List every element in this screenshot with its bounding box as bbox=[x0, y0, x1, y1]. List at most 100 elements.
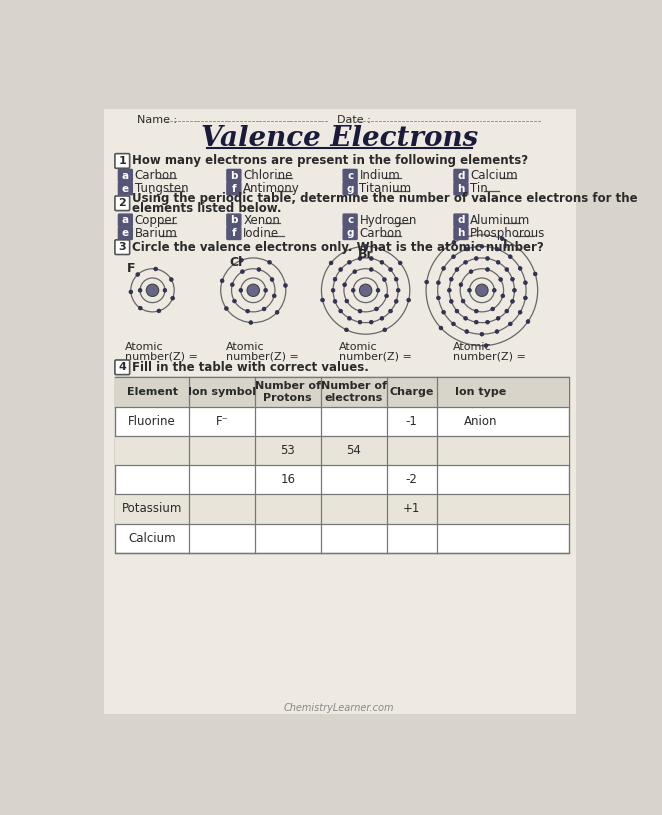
Circle shape bbox=[485, 267, 489, 271]
Circle shape bbox=[465, 247, 469, 251]
Circle shape bbox=[358, 309, 362, 313]
Circle shape bbox=[461, 299, 465, 303]
Text: c: c bbox=[347, 215, 354, 225]
FancyBboxPatch shape bbox=[115, 240, 130, 254]
Circle shape bbox=[220, 279, 224, 283]
Circle shape bbox=[508, 322, 512, 326]
Text: Barium: Barium bbox=[134, 227, 177, 240]
Circle shape bbox=[442, 311, 446, 314]
Circle shape bbox=[224, 306, 228, 311]
FancyBboxPatch shape bbox=[343, 227, 357, 240]
Text: ChemistryLearner.com: ChemistryLearner.com bbox=[284, 703, 395, 713]
Circle shape bbox=[534, 272, 537, 276]
Text: number(Z) =: number(Z) = bbox=[453, 352, 526, 362]
Text: F: F bbox=[127, 262, 136, 275]
Text: Using the periodic table, determine the number of valance electrons for the: Using the periodic table, determine the … bbox=[132, 192, 638, 205]
Circle shape bbox=[399, 261, 402, 265]
FancyBboxPatch shape bbox=[343, 183, 357, 195]
Text: F⁻: F⁻ bbox=[215, 415, 228, 428]
Text: Hydrogen: Hydrogen bbox=[359, 214, 417, 227]
Circle shape bbox=[476, 284, 488, 297]
Circle shape bbox=[358, 257, 362, 260]
FancyBboxPatch shape bbox=[343, 170, 357, 182]
Circle shape bbox=[263, 289, 267, 293]
Bar bbox=[115, 377, 569, 407]
Circle shape bbox=[270, 278, 274, 281]
Text: Antimony: Antimony bbox=[243, 183, 300, 195]
FancyBboxPatch shape bbox=[227, 170, 241, 182]
Circle shape bbox=[240, 258, 244, 262]
Circle shape bbox=[498, 278, 502, 281]
Circle shape bbox=[171, 296, 175, 300]
Circle shape bbox=[526, 319, 530, 324]
Circle shape bbox=[463, 260, 467, 264]
Circle shape bbox=[425, 280, 428, 284]
FancyBboxPatch shape bbox=[343, 214, 357, 227]
Circle shape bbox=[232, 299, 236, 303]
FancyBboxPatch shape bbox=[118, 183, 132, 195]
Circle shape bbox=[348, 316, 352, 320]
Circle shape bbox=[512, 289, 516, 293]
Text: Element: Element bbox=[126, 387, 177, 397]
Circle shape bbox=[397, 289, 400, 293]
Circle shape bbox=[146, 284, 159, 297]
Circle shape bbox=[467, 289, 471, 293]
Bar bbox=[115, 495, 569, 523]
Circle shape bbox=[480, 244, 484, 249]
Text: g: g bbox=[346, 228, 354, 238]
Circle shape bbox=[320, 298, 324, 302]
Circle shape bbox=[496, 260, 500, 264]
Circle shape bbox=[439, 326, 443, 330]
Text: -2: -2 bbox=[406, 474, 418, 487]
Text: +1: +1 bbox=[403, 503, 420, 515]
Circle shape bbox=[249, 320, 253, 324]
Circle shape bbox=[395, 277, 398, 281]
Text: Anion: Anion bbox=[464, 415, 497, 428]
Circle shape bbox=[442, 267, 446, 271]
Circle shape bbox=[331, 289, 335, 293]
Circle shape bbox=[495, 247, 499, 251]
Text: 2: 2 bbox=[118, 198, 126, 209]
Circle shape bbox=[344, 328, 348, 332]
Circle shape bbox=[352, 289, 355, 293]
Text: d: d bbox=[457, 170, 465, 181]
FancyBboxPatch shape bbox=[115, 196, 130, 210]
Circle shape bbox=[247, 284, 260, 297]
Text: Atomic: Atomic bbox=[226, 341, 265, 352]
Circle shape bbox=[138, 289, 142, 293]
Circle shape bbox=[385, 294, 389, 297]
Text: number(Z) =: number(Z) = bbox=[338, 352, 411, 362]
Circle shape bbox=[452, 240, 456, 244]
Circle shape bbox=[339, 267, 343, 271]
Circle shape bbox=[469, 270, 473, 274]
Circle shape bbox=[505, 267, 509, 271]
Circle shape bbox=[524, 280, 528, 284]
Bar bbox=[115, 436, 569, 465]
Circle shape bbox=[163, 289, 167, 293]
Text: 16: 16 bbox=[280, 474, 295, 487]
Circle shape bbox=[154, 267, 158, 271]
Circle shape bbox=[455, 267, 459, 271]
Text: Potassium: Potassium bbox=[122, 503, 182, 515]
Text: Charge: Charge bbox=[389, 387, 434, 397]
Text: Atomic: Atomic bbox=[338, 341, 377, 352]
Circle shape bbox=[496, 316, 500, 320]
Text: b: b bbox=[230, 215, 238, 225]
Circle shape bbox=[480, 333, 484, 336]
Circle shape bbox=[383, 278, 387, 281]
Text: a: a bbox=[122, 170, 129, 181]
Circle shape bbox=[369, 320, 373, 324]
FancyBboxPatch shape bbox=[227, 214, 241, 227]
Text: Carbon: Carbon bbox=[134, 169, 177, 182]
Text: Calcium: Calcium bbox=[470, 169, 518, 182]
Text: h: h bbox=[457, 228, 465, 238]
Circle shape bbox=[283, 284, 287, 288]
Circle shape bbox=[448, 289, 451, 293]
Circle shape bbox=[343, 283, 347, 287]
Text: b: b bbox=[230, 170, 238, 181]
Text: Phosphorous: Phosphorous bbox=[470, 227, 545, 240]
Text: Number of
electrons: Number of electrons bbox=[320, 381, 387, 403]
Text: Xenon: Xenon bbox=[243, 214, 280, 227]
Text: How many electrons are present in the following elements?: How many electrons are present in the fo… bbox=[132, 154, 528, 167]
FancyBboxPatch shape bbox=[454, 170, 468, 182]
